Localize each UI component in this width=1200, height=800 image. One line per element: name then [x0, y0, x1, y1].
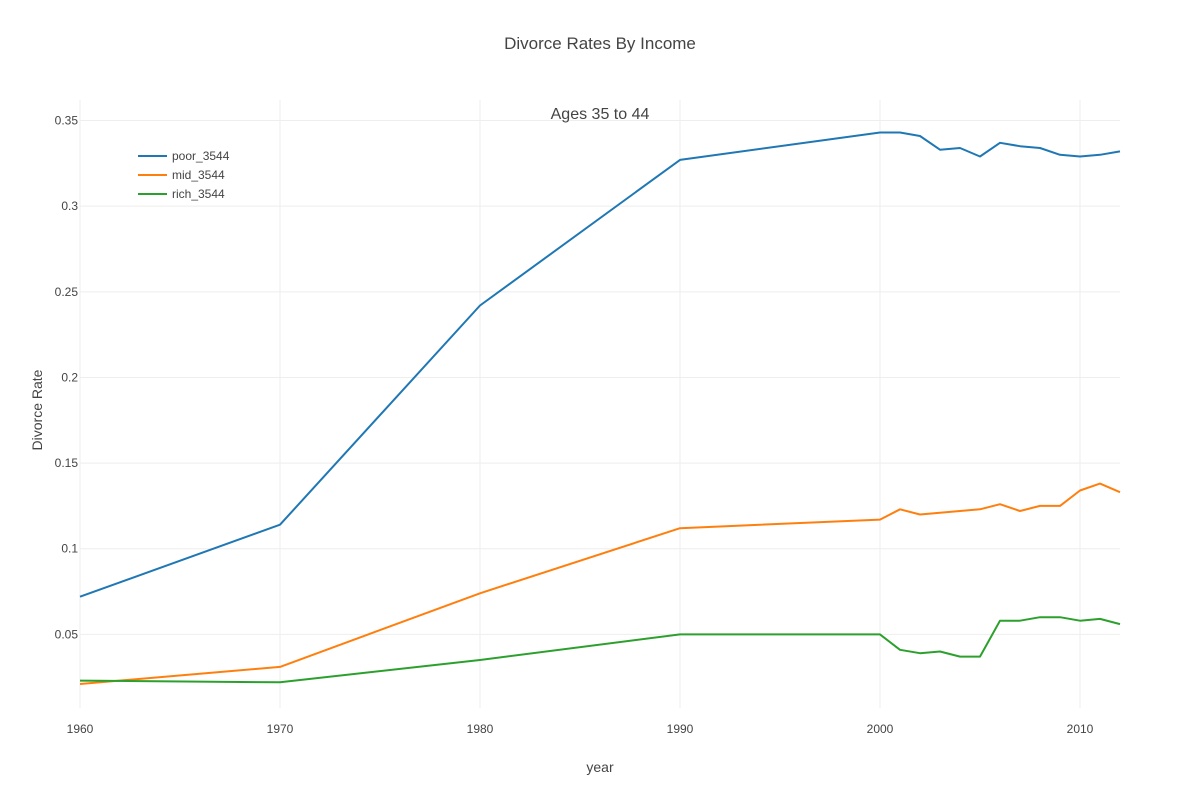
x-tick-label: 2010 [1067, 722, 1094, 736]
x-tick-label: 1990 [667, 722, 694, 736]
series-line-mid_3544[interactable] [79, 482, 1121, 685]
x-tick-label: 1980 [467, 722, 494, 736]
legend-item-poor_3544[interactable]: poor_3544 [138, 149, 230, 163]
legend-item-mid_3544[interactable]: mid_3544 [138, 168, 225, 182]
chart-title: Divorce Rates By Income [504, 34, 696, 53]
chart-annotation: Ages 35 to 44 [551, 106, 650, 123]
series-line-poor_3544[interactable] [79, 131, 1121, 598]
y-axis-title: Divorce Rate [29, 369, 45, 450]
legend-label: mid_3544 [172, 168, 225, 182]
y-tick-label: 0.2 [61, 370, 78, 384]
y-tick-label: 0.05 [55, 627, 79, 641]
x-tick-label: 2000 [867, 722, 894, 736]
series-line-rich_3544[interactable] [79, 616, 1121, 684]
legend-item-rich_3544[interactable]: rich_3544 [138, 187, 225, 201]
legend[interactable]: poor_3544 mid_3544 rich_3544 [130, 143, 240, 205]
series-lines [79, 131, 1121, 685]
x-axis-ticks: 1960 1970 1980 1990 2000 2010 [67, 722, 1094, 736]
y-tick-label: 0.15 [55, 456, 79, 470]
y-tick-label: 0.3 [61, 199, 78, 213]
legend-label: poor_3544 [172, 149, 230, 163]
grid [79, 100, 1120, 708]
y-tick-label: 0.1 [61, 542, 78, 556]
y-axis-ticks: 0.05 0.1 0.15 0.2 0.25 0.3 0.35 [55, 114, 79, 642]
y-tick-label: 0.25 [55, 285, 79, 299]
legend-label: rich_3544 [172, 187, 225, 201]
y-tick-label: 0.35 [55, 114, 79, 128]
x-tick-label: 1970 [267, 722, 294, 736]
x-axis-title: year [586, 759, 614, 775]
x-tick-label: 1960 [67, 722, 94, 736]
